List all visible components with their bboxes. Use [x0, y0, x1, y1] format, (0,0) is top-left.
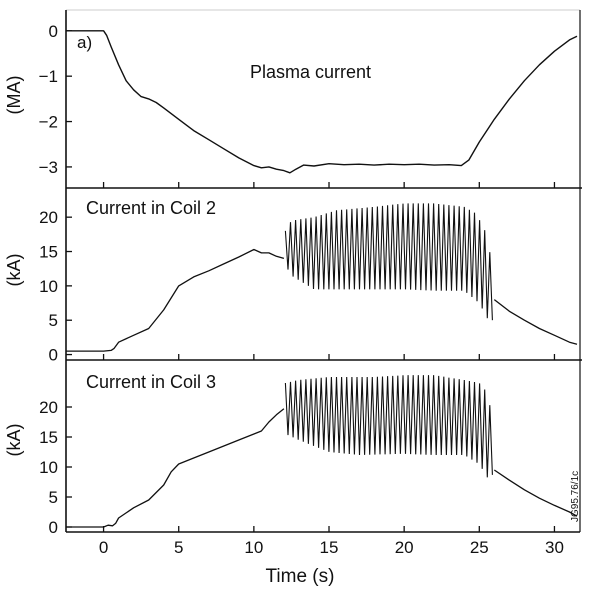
y-tick-label: −3 [39, 158, 58, 177]
panel-plasma-current: 0 −1 −2 −3 a) Plasma current (MA) [4, 9, 582, 189]
x-ticks-panel-2 [102, 354, 556, 360]
y-tick-label: 0 [49, 346, 58, 365]
y-ticks-plasma-current: 0 −1 −2 −3 [39, 22, 72, 177]
plasma-current-title: Plasma current [250, 62, 371, 82]
x-tick-label: 0 [99, 538, 108, 557]
coil-2-title: Current in Coil 2 [86, 198, 216, 218]
y-tick-label: 0 [49, 22, 58, 41]
y-tick-label: 20 [39, 398, 58, 417]
y-tick-label: 10 [39, 277, 58, 296]
y-tick-label: 15 [39, 243, 58, 262]
panel-coil-2: 0 5 10 15 20 Current in Coil 2 (kA) [4, 188, 582, 365]
coil-2-oscillation [284, 203, 493, 321]
x-tick-label: 20 [395, 538, 414, 557]
ylabel-coil-3: (kA) [4, 424, 24, 457]
x-tick-label: 30 [545, 538, 564, 557]
x-tick-label: 5 [174, 538, 183, 557]
coil-3-current-line [66, 408, 578, 528]
y-tick-label: 20 [39, 208, 58, 227]
coil-3-title: Current in Coil 3 [86, 372, 216, 392]
side-code: JG95.76/1c [570, 471, 581, 522]
panel-tag: a) [77, 33, 92, 52]
coil-3-oscillation [284, 375, 493, 478]
panel-coil-3: 0 5 10 15 20 Current in Coil 3 (kA) [4, 360, 581, 537]
y-tick-label: −1 [39, 67, 58, 86]
y-tick-label: −2 [39, 113, 58, 132]
coil-2-current-line [66, 248, 578, 352]
x-ticks-panel-1 [102, 182, 556, 188]
x-tick-label: 15 [320, 538, 339, 557]
x-tick-label: 10 [244, 538, 263, 557]
y-tick-label: 15 [39, 428, 58, 447]
y-tick-label: 10 [39, 458, 58, 477]
x-tick-label: 25 [470, 538, 489, 557]
y-tick-label: 5 [49, 488, 58, 507]
x-axis-label: Time (s) [266, 566, 335, 587]
y-tick-label: 0 [49, 518, 58, 537]
ylabel-coil-2: (kA) [4, 254, 24, 287]
y-ticks-coil-2: 0 5 10 15 20 [39, 208, 72, 365]
x-ticks-panel-3 [102, 526, 556, 532]
ylabel-plasma-current: (MA) [4, 76, 24, 115]
y-ticks-coil-3: 0 5 10 15 20 [39, 398, 72, 537]
x-tick-labels: 0 5 10 15 20 25 30 [99, 538, 564, 557]
y-tick-label: 5 [49, 311, 58, 330]
plasma-current-line [66, 30, 578, 174]
